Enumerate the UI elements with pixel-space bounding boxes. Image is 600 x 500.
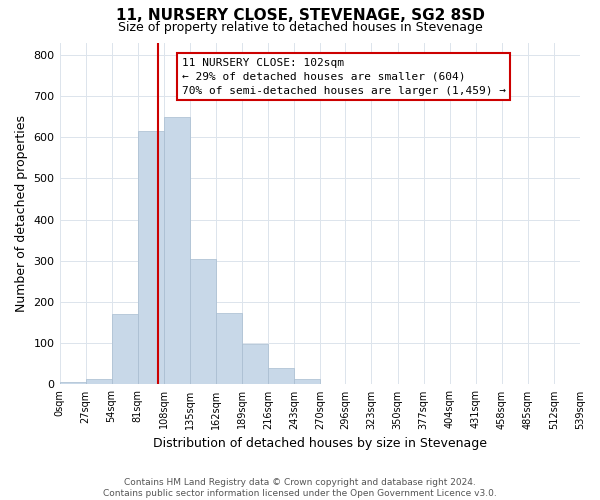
Text: 11, NURSERY CLOSE, STEVENAGE, SG2 8SD: 11, NURSERY CLOSE, STEVENAGE, SG2 8SD (116, 8, 484, 22)
Y-axis label: Number of detached properties: Number of detached properties (15, 115, 28, 312)
X-axis label: Distribution of detached houses by size in Stevenage: Distribution of detached houses by size … (153, 437, 487, 450)
Bar (86, 379, 112, 384)
Text: Contains HM Land Registry data © Crown copyright and database right 2024.
Contai: Contains HM Land Registry data © Crown c… (103, 478, 497, 498)
Bar (59, 382, 86, 384)
Bar (216, 313, 242, 384)
Text: 11 NURSERY CLOSE: 102sqm
← 29% of detached houses are smaller (604)
70% of semi-: 11 NURSERY CLOSE: 102sqm ← 29% of detach… (182, 58, 506, 96)
Bar (242, 344, 268, 385)
Text: Size of property relative to detached houses in Stevenage: Size of property relative to detached ho… (118, 21, 482, 34)
Bar (190, 259, 216, 384)
Bar (164, 116, 190, 384)
Bar (268, 368, 294, 384)
Bar (294, 378, 320, 384)
Bar (138, 131, 164, 384)
Bar (112, 314, 138, 384)
